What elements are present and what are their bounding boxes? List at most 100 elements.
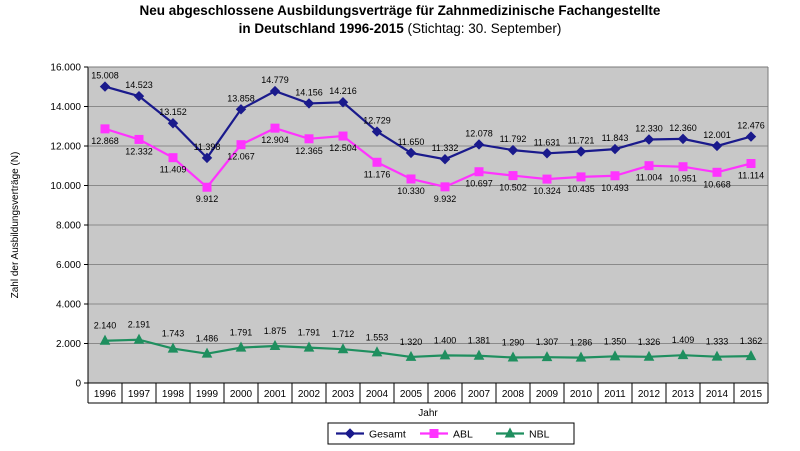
- y-tick-label: 4.000: [56, 300, 81, 311]
- data-label-gesamt: 14.216: [329, 86, 357, 96]
- data-point-gesamt: [99, 81, 111, 92]
- data-point-nbl: [303, 341, 315, 352]
- data-label-gesamt: 11.650: [398, 137, 425, 147]
- series-group: 15.008 14.523 13.152 11.398 13.858 14.779 14.1…: [91, 71, 765, 362]
- data-label-abl: 11.114: [738, 170, 764, 180]
- series-line-nbl: [104, 338, 752, 359]
- x-tick-label: 2000: [230, 389, 253, 400]
- x-tick-label: 1999: [196, 389, 219, 400]
- legend-box: [327, 422, 575, 445]
- chart-title-line2: in Deutschland 1996-2015 (Stichtag: 30. …: [0, 20, 800, 38]
- data-point-abl: [610, 171, 620, 181]
- x-tick-label: 2015: [740, 389, 763, 400]
- data-label-gesamt: 14.156: [295, 87, 323, 97]
- data-point-gesamt: [337, 97, 349, 108]
- x-axis-label: Jahr: [418, 408, 438, 419]
- chart-title: Neu abgeschlossene Ausbildungsverträge f…: [0, 2, 800, 38]
- data-point-abl: [236, 140, 246, 150]
- data-label-gesamt: 14.523: [125, 80, 153, 90]
- data-label-gesamt: 12.330: [635, 123, 663, 133]
- data-label-gesamt: 15.008: [91, 71, 119, 81]
- series-nbl: 2.140 2.191 1.743 1.486 1.791 1.875 1.791 1.712…: [94, 320, 763, 362]
- data-point-abl: [712, 167, 722, 177]
- y-tick-label: 16.000: [50, 63, 81, 74]
- data-label-nbl: 1.400: [434, 335, 457, 345]
- x-tick-label: 2013: [672, 389, 695, 400]
- data-point-gesamt: [303, 98, 315, 109]
- data-label-abl: 10.697: [465, 179, 493, 189]
- data-point-nbl: [745, 350, 757, 361]
- data-label-gesamt: 13.858: [227, 93, 255, 103]
- data-label-abl: 9.912: [196, 194, 219, 204]
- data-label-gesamt: 11.792: [500, 134, 527, 144]
- legend-label-nbl: NBL: [529, 429, 550, 441]
- data-point-gesamt: [133, 90, 145, 102]
- data-point-nbl: [133, 333, 145, 344]
- data-label-abl: 9.932: [434, 194, 457, 204]
- series-line-abl: [104, 126, 752, 189]
- data-point-nbl: [405, 350, 417, 361]
- data-point-abl: [100, 124, 110, 134]
- data-label-nbl: 1.290: [502, 338, 525, 348]
- legend-marker-nbl: [504, 427, 516, 438]
- data-label-abl: 10.330: [397, 186, 425, 196]
- x-tick-label: 2006: [434, 389, 457, 400]
- data-point-abl: [270, 123, 280, 133]
- data-point-gesamt: [507, 144, 519, 156]
- data-label-abl: 10.502: [499, 183, 527, 193]
- data-label-gesamt: 12.360: [669, 123, 697, 133]
- y-tick-label: 14.000: [50, 102, 81, 113]
- data-label-gesamt: 11.332: [432, 143, 459, 153]
- data-label-nbl: 1.362: [740, 336, 763, 346]
- y-axis-label: Zahl der Ausbildungsverträge (N): [10, 152, 21, 299]
- data-label-nbl: 1.326: [638, 337, 661, 347]
- data-label-abl: 12.868: [91, 136, 119, 146]
- data-point-gesamt: [541, 148, 553, 159]
- data-point-gesamt: [201, 152, 213, 164]
- axes: [87, 66, 769, 384]
- data-label-nbl: 1.350: [604, 336, 627, 346]
- data-label-nbl: 2.191: [128, 320, 151, 330]
- data-label-nbl: 1.486: [196, 334, 219, 344]
- gridlines: [88, 66, 768, 344]
- data-label-abl: 10.435: [567, 184, 595, 194]
- data-point-abl: [678, 162, 688, 172]
- data-label-abl: 12.504: [329, 143, 357, 153]
- data-point-abl: [644, 161, 654, 171]
- x-tick-label: 2010: [570, 389, 593, 400]
- data-label-gesamt: 11.721: [568, 136, 595, 146]
- data-label-abl: 10.951: [669, 174, 697, 184]
- data-point-nbl: [371, 346, 383, 357]
- data-point-abl: [338, 131, 348, 141]
- x-tick-label: 2009: [536, 389, 559, 400]
- data-point-abl: [542, 174, 552, 184]
- x-tick-label: 2005: [400, 389, 423, 400]
- data-label-abl: 11.409: [160, 165, 187, 175]
- data-point-nbl: [541, 351, 553, 362]
- data-point-gesamt: [643, 134, 655, 145]
- data-point-abl: [406, 174, 416, 184]
- data-label-nbl: 1.712: [332, 329, 355, 339]
- data-point-nbl: [201, 347, 213, 358]
- data-label-nbl: 1.307: [536, 337, 559, 347]
- data-label-nbl: 1.286: [570, 338, 593, 348]
- data-point-gesamt: [167, 118, 179, 129]
- data-label-nbl: 1.381: [468, 336, 491, 346]
- x-tick-label: 2014: [706, 389, 729, 400]
- data-label-gesamt: 14.779: [261, 75, 289, 85]
- data-label-abl: 12.904: [261, 135, 289, 145]
- data-point-nbl: [643, 350, 655, 361]
- data-label-abl: 12.067: [227, 152, 255, 162]
- x-tick-label: 1998: [162, 389, 185, 400]
- data-point-nbl: [235, 341, 247, 352]
- data-point-gesamt: [575, 146, 587, 157]
- data-point-abl: [746, 158, 756, 168]
- data-point-gesamt: [473, 139, 485, 150]
- data-label-abl: 11.004: [636, 173, 663, 183]
- y-axis-ticks: 0 2.000 4.000 6.000 8.000 10.000 12.000 14.000 1…: [50, 63, 88, 390]
- legend-label-gesamt: Gesamt: [369, 429, 406, 441]
- y-tick-label: 8.000: [56, 221, 81, 232]
- x-axis-category-grid: [87, 383, 769, 404]
- chart-subtitle-date: (Stichtag: 30. September): [403, 21, 562, 36]
